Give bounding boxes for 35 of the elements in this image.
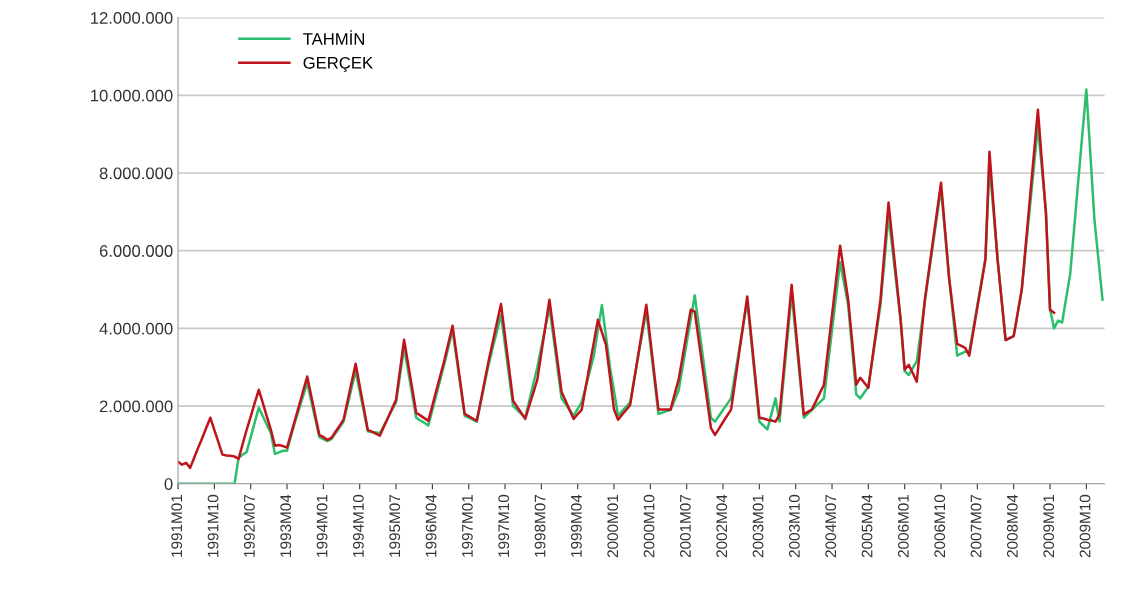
x-tick-label: 1991M10 — [207, 494, 219, 557]
y-tick-label: 2.000.000 — [99, 400, 173, 413]
x-tick-label: 2006M01 — [897, 494, 909, 558]
x-tick-label: 2004M07 — [825, 494, 837, 558]
x-tick-label: 2000M01 — [607, 494, 619, 558]
x-tick-label: 2005M04 — [861, 494, 873, 558]
x-tick-label: 1994M01 — [316, 494, 328, 557]
x-tick-label: 2009M10 — [1079, 494, 1091, 558]
y-tick-label: 12.000.000 — [91, 12, 173, 24]
legend-label: GERÇEK — [303, 56, 373, 73]
x-tick-label: 2009M01 — [1043, 494, 1055, 558]
x-tick-label: 2008M04 — [1006, 494, 1018, 558]
x-tick-label: 1992M07 — [243, 494, 255, 557]
x-tick-label: 1996M04 — [425, 494, 437, 557]
y-tick-label: 6.000.000 — [99, 245, 173, 257]
x-tick-label: 1995M07 — [389, 494, 401, 557]
x-tick-label: 1994M10 — [352, 494, 364, 557]
x-tick-label: 2006M10 — [934, 494, 946, 558]
x-tick-label: 2003M01 — [752, 494, 764, 558]
x-tick-label: 1997M01 — [461, 494, 473, 557]
x-tick-label: 2001M07 — [679, 494, 691, 558]
y-tick-label: 10.000.000 — [91, 89, 173, 102]
x-tick-label: 2003M10 — [788, 494, 800, 558]
x-tick-label: 2000M10 — [643, 494, 655, 558]
x-tick-label: 1991M01 — [171, 494, 183, 557]
x-tick-label: 1998M07 — [534, 494, 546, 557]
x-tick-label: 1999M04 — [570, 494, 582, 557]
y-tick-label: 0 — [164, 478, 173, 490]
y-tick-label: 4.000.000 — [99, 322, 173, 335]
x-tick-label: 1997M10 — [498, 494, 510, 557]
x-tick-label: 2002M04 — [716, 494, 728, 558]
x-tick-label: 1993M04 — [280, 494, 292, 557]
x-tick-label: 2007M07 — [970, 494, 982, 558]
legend-label: TAHMİN — [303, 30, 364, 45]
y-tick-label: 8.000.000 — [99, 167, 173, 180]
